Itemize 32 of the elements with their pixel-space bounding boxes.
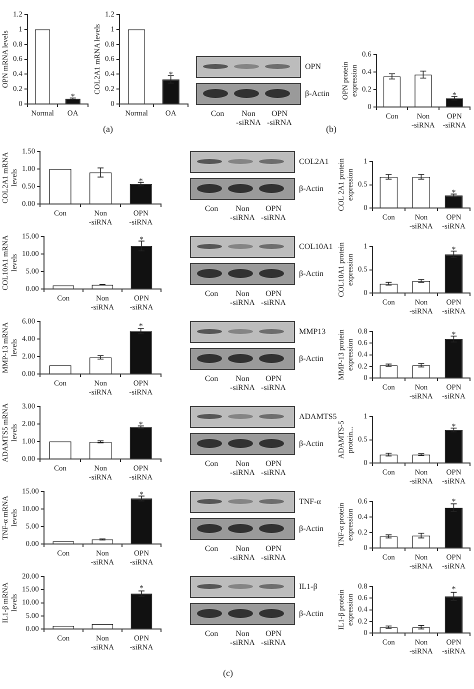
text: β-Actin xyxy=(299,354,324,363)
text: β-Actin xyxy=(305,89,330,98)
annotation: * xyxy=(138,322,143,331)
text: β-Actin xyxy=(299,609,324,618)
text: β-Actin xyxy=(299,524,324,533)
text: IL1-β xyxy=(299,582,318,591)
text: TNF-α xyxy=(299,497,321,506)
annotation: * xyxy=(168,70,173,79)
text: ADAMTS5 xyxy=(299,412,337,421)
annotation: * xyxy=(70,92,75,102)
text: COL10A1 xyxy=(299,242,333,251)
annotation: * xyxy=(452,497,456,506)
annotation: * xyxy=(138,420,143,429)
annotation: * xyxy=(452,90,456,100)
annotation: * xyxy=(139,584,144,593)
text: OPN xyxy=(305,62,322,71)
annotation: * xyxy=(452,245,456,254)
annotation: * xyxy=(138,176,143,186)
text: COL2A1 xyxy=(299,157,329,166)
annotation: * xyxy=(452,422,456,431)
text: MMP13 xyxy=(299,327,326,336)
annotation: * xyxy=(139,234,144,244)
text: β-Actin xyxy=(299,184,324,193)
text: β-Actin xyxy=(299,269,324,278)
annotation: * xyxy=(139,490,144,499)
annotation: * xyxy=(452,584,456,594)
text: (c) xyxy=(223,668,233,678)
annotation: * xyxy=(452,188,456,198)
annotation: * xyxy=(452,330,456,340)
text: β-Actin xyxy=(299,439,324,448)
text: (a) xyxy=(103,124,113,134)
text: (b) xyxy=(326,124,336,134)
